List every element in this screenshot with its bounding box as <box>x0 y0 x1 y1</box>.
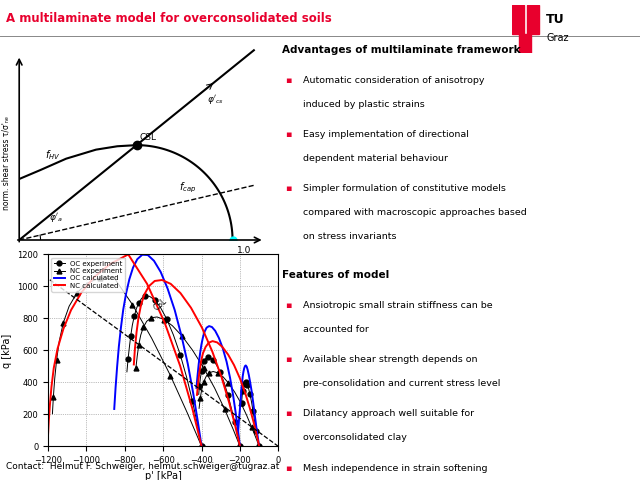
Text: TU: TU <box>546 12 564 26</box>
Text: CSL: CSL <box>140 133 157 142</box>
Text: $f_{HV}$: $f_{HV}$ <box>45 149 60 163</box>
Text: ▪: ▪ <box>285 130 292 139</box>
Text: overconsolidated clay: overconsolidated clay <box>303 433 406 443</box>
Text: Easy implementation of directional: Easy implementation of directional <box>303 130 468 139</box>
Text: Features of model: Features of model <box>282 270 389 280</box>
Text: ▪: ▪ <box>285 184 292 193</box>
Text: norm. shear stress τ/σ'ₙₑ: norm. shear stress τ/σ'ₙₑ <box>2 116 11 210</box>
Text: Graz: Graz <box>546 34 568 43</box>
Text: ▪: ▪ <box>285 301 292 310</box>
Text: Simpler formulation of constitutive models: Simpler formulation of constitutive mode… <box>303 184 506 193</box>
Text: A multilaminate model for overconsolidated soils: A multilaminate model for overconsolidat… <box>6 12 332 24</box>
Text: $f_{cap}$: $f_{cap}$ <box>179 180 196 195</box>
Text: ▪: ▪ <box>285 409 292 419</box>
Text: dependent material behaviour: dependent material behaviour <box>303 154 448 163</box>
Text: Dilatancy approach well suitable for: Dilatancy approach well suitable for <box>303 409 474 419</box>
Text: ▪: ▪ <box>285 464 292 472</box>
Bar <box>527 5 539 34</box>
Text: Contact:  Helmut F. Schweiger, helmut.schweiger@tugraz.at: Contact: Helmut F. Schweiger, helmut.sch… <box>6 462 280 471</box>
Text: ▪: ▪ <box>285 355 292 364</box>
Bar <box>519 34 531 53</box>
Text: compared with macroscopic approaches based: compared with macroscopic approaches bas… <box>303 208 527 217</box>
Text: $\varphi'_a$: $\varphi'_a$ <box>49 211 63 224</box>
Bar <box>512 5 524 34</box>
Legend: OC experiment, NC experiment, OC calculated, NC calculated: OC experiment, NC experiment, OC calcula… <box>51 258 125 291</box>
Text: pre-consolidation and current stress level: pre-consolidation and current stress lev… <box>303 379 500 388</box>
X-axis label: p' [kPa]: p' [kPa] <box>145 471 182 480</box>
Text: $\varphi'_{cs}$: $\varphi'_{cs}$ <box>207 93 224 106</box>
Text: accounted for: accounted for <box>303 325 369 334</box>
Text: Mesh independence in strain softening: Mesh independence in strain softening <box>303 464 487 472</box>
Text: 1.0: 1.0 <box>237 246 251 255</box>
Text: Advantages of multilaminate framework: Advantages of multilaminate framework <box>282 45 520 55</box>
Text: ▪: ▪ <box>285 76 292 85</box>
Text: induced by plastic strains: induced by plastic strains <box>303 100 424 109</box>
Y-axis label: q [kPa]: q [kPa] <box>2 333 12 368</box>
Text: Ansiotropic small strain stiffness can be: Ansiotropic small strain stiffness can b… <box>303 301 492 310</box>
Text: CSL: CSL <box>152 296 168 312</box>
Text: Available shear strength depends on: Available shear strength depends on <box>303 355 477 364</box>
Text: on stress invariants: on stress invariants <box>303 232 396 241</box>
Text: normalized local normal stress σ'ₙ/σ'ₙₑ: normalized local normal stress σ'ₙ/σ'ₙₑ <box>74 256 220 265</box>
Text: Automatic consideration of anisotropy: Automatic consideration of anisotropy <box>303 76 484 85</box>
